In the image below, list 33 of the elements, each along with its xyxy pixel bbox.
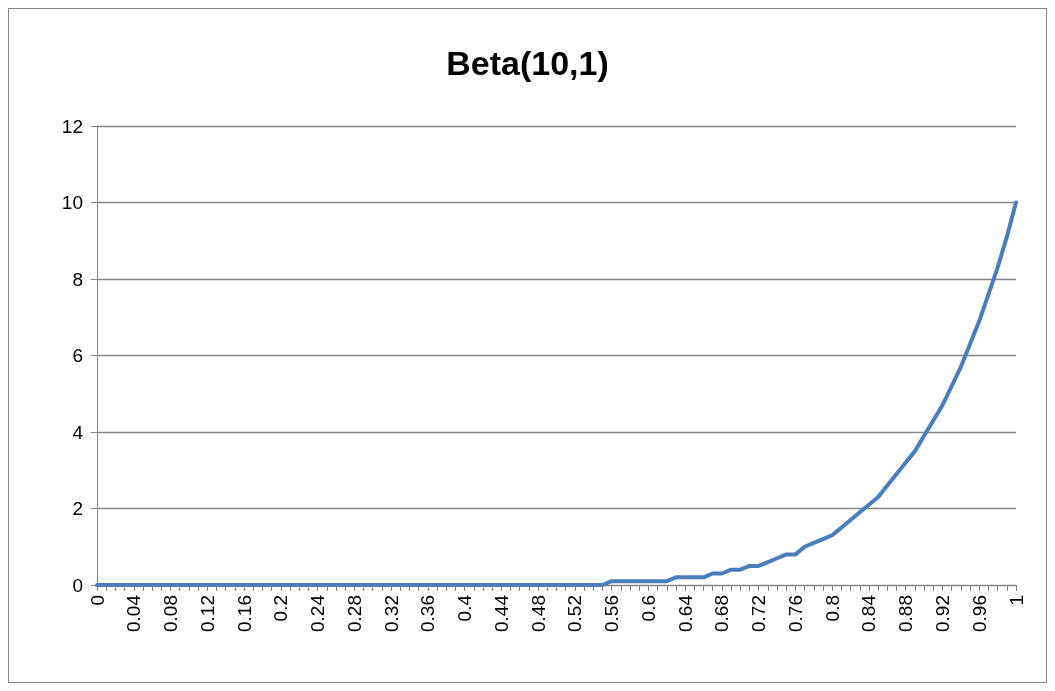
x-tick-label: 0.44 [490,594,512,632]
y-tick-label: 12 [61,115,83,137]
x-tick-label: 0.68 [711,595,733,632]
y-tick-label: 6 [72,345,83,366]
x-tick-label: 0.6 [637,595,659,622]
chart-title: Beta(10,1) [446,44,609,82]
x-tick-label: 0.52 [564,595,586,632]
x-tick-label: 0 [86,595,108,606]
x-tick-label: 0.36 [417,595,439,632]
x-tick-label: 0.84 [858,594,880,632]
x-tick-label: 0.76 [784,595,806,632]
x-tick-label: 0.8 [821,595,843,622]
x-tick-label: 0.88 [895,595,917,632]
x-tick-label: 0.04 [123,594,145,632]
x-tick-label: 0.48 [527,595,549,632]
x-tick-label: 0.56 [601,595,623,632]
y-tick-label: 10 [61,192,83,213]
x-tick-label: 0.64 [674,594,696,632]
x-tick-label: 0.24 [307,594,329,632]
x-tick-label: 1 [1005,595,1027,606]
x-tick-label: 0.72 [748,595,770,632]
x-tick-label: 0.08 [160,595,182,632]
x-tick-label: 0.92 [931,595,953,632]
x-tick-label: 0.2 [270,595,292,622]
x-tick-label: 0.12 [196,595,218,632]
x-tick-label: 0.96 [968,595,990,632]
x-tick-label: 0.16 [233,595,255,632]
x-tick-label: 0.28 [343,595,365,632]
y-tick-label: 2 [72,498,83,519]
y-tick-label: 4 [72,421,84,443]
x-tick-label: 0.32 [380,595,402,632]
x-tick-label: 0.4 [454,594,476,622]
y-tick-label: 8 [72,268,83,290]
